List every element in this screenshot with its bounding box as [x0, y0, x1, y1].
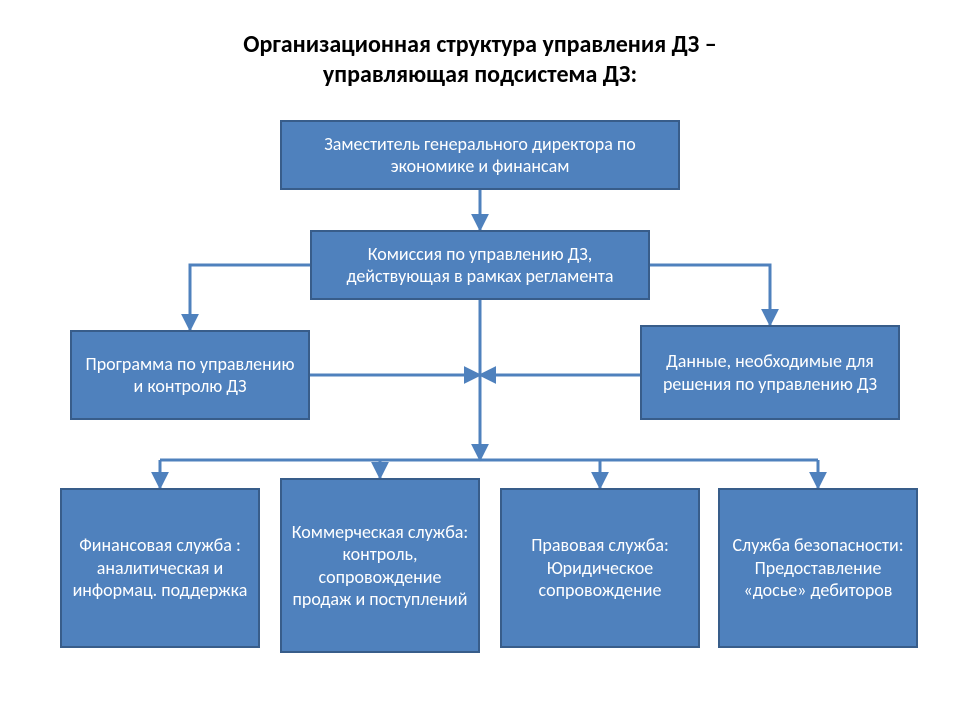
title-line2: управляющая подсистема ДЗ:	[323, 60, 637, 89]
node-deputy-director: Заместитель генерального директора по эк…	[280, 120, 680, 190]
title-line1: Организационная структура управления ДЗ …	[243, 30, 716, 59]
diagram-title: Организационная структура управления ДЗ …	[0, 30, 960, 90]
node-legal-service: Правовая служба: Юридическое сопровожден…	[500, 488, 700, 648]
diagram-canvas: Организационная структура управления ДЗ …	[0, 0, 960, 720]
node-commission: Комиссия по управлению ДЗ, действующая в…	[310, 230, 650, 300]
node-security-service: Служба безопасности: Предоставление «дос…	[718, 488, 918, 648]
node-data: Данные, необходимые для решения по управ…	[640, 325, 900, 420]
node-financial-service: Финансовая служба : аналитическая и инфо…	[60, 488, 260, 648]
node-commercial-service: Коммерческая служба: контроль, сопровожд…	[280, 478, 480, 653]
node-program: Программа по управлению и контролю ДЗ	[70, 330, 310, 420]
